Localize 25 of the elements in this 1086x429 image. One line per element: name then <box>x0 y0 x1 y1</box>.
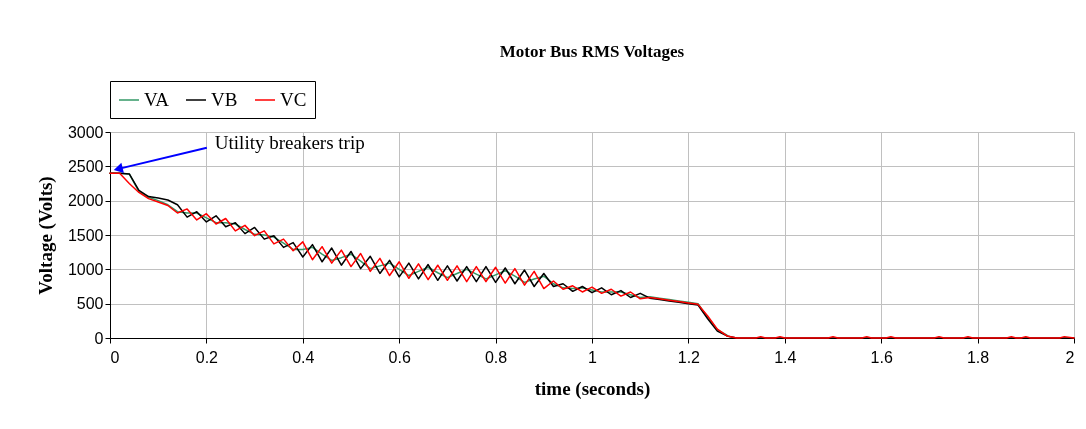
legend-label: VA <box>144 89 170 110</box>
x-tick-label: 0 <box>110 348 120 366</box>
x-tick-label: 1.8 <box>966 348 990 366</box>
x-tick-label: 0.8 <box>484 348 508 366</box>
x-tick-label: 2 <box>1065 348 1075 366</box>
y-tick-label: 3000 <box>67 123 104 141</box>
x-tick-label: 1.6 <box>870 348 893 366</box>
x-tick-label: 1.4 <box>774 348 797 366</box>
y-tick-label: 1000 <box>67 260 104 278</box>
y-tick-label: 1500 <box>67 226 104 244</box>
y-tick-label: 2000 <box>67 192 104 210</box>
x-tick-label: 0.4 <box>292 348 315 366</box>
y-tick-label: 500 <box>76 295 104 313</box>
x-tick-label: 1 <box>588 348 598 366</box>
x-tick-label: 0.6 <box>388 348 411 366</box>
chart-title: Motor Bus RMS Voltages <box>499 41 685 61</box>
legend-label: VB <box>211 89 238 110</box>
y-axis-title: Voltage (Volts) <box>34 176 57 295</box>
y-tick-label: 0 <box>94 329 104 347</box>
annotation: Utility breakers trip <box>214 131 365 153</box>
x-tick-label: 0.2 <box>195 348 219 366</box>
y-tick-label: 2500 <box>67 157 104 175</box>
x-axis-title: time (seconds) <box>534 377 651 400</box>
legend-label: VC <box>280 89 307 110</box>
x-tick-label: 1.2 <box>677 348 701 366</box>
